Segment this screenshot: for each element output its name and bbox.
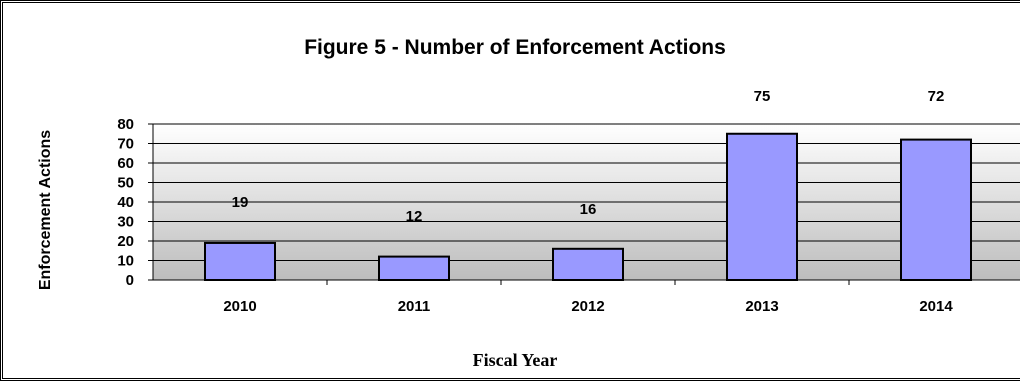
bar bbox=[726, 132, 798, 281]
data-label: 72 bbox=[928, 88, 945, 105]
chart-title: Figure 5 - Number of Enforcement Actions bbox=[304, 36, 726, 59]
y-tick-label: 70 bbox=[117, 136, 134, 153]
x-tick-label: 2013 bbox=[745, 298, 778, 315]
data-label: 75 bbox=[754, 88, 771, 105]
bar bbox=[552, 247, 624, 282]
data-label: 12 bbox=[406, 208, 423, 225]
y-tick-label: 60 bbox=[117, 155, 134, 172]
bar bbox=[378, 255, 450, 282]
bars bbox=[204, 132, 972, 282]
data-label: 16 bbox=[580, 201, 597, 218]
x-tick-label: 2014 bbox=[919, 298, 953, 315]
data-label: 19 bbox=[232, 194, 249, 211]
bar bbox=[900, 138, 972, 281]
x-ticks: 2010 2011 2012 2013 2014 bbox=[223, 280, 953, 315]
y-tick-label: 10 bbox=[117, 253, 134, 270]
y-ticks: 0 10 20 30 40 50 60 70 80 bbox=[117, 116, 153, 289]
x-tick-label: 2011 bbox=[398, 298, 431, 315]
y-tick-label: 30 bbox=[117, 214, 134, 231]
x-axis-label: Fiscal Year bbox=[473, 350, 558, 370]
x-tick-label: 2012 bbox=[571, 298, 604, 315]
y-tick-label: 80 bbox=[117, 116, 134, 133]
y-tick-label: 50 bbox=[117, 175, 134, 192]
x-tick-label: 2010 bbox=[223, 298, 256, 315]
y-tick-label: 40 bbox=[117, 194, 134, 211]
y-axis-label: Enforcement Actions bbox=[37, 130, 54, 290]
data-labels: 19 12 16 75 72 bbox=[232, 88, 945, 225]
y-tick-label: 0 bbox=[126, 272, 134, 289]
y-tick-label: 20 bbox=[117, 233, 134, 250]
bar bbox=[204, 241, 276, 281]
